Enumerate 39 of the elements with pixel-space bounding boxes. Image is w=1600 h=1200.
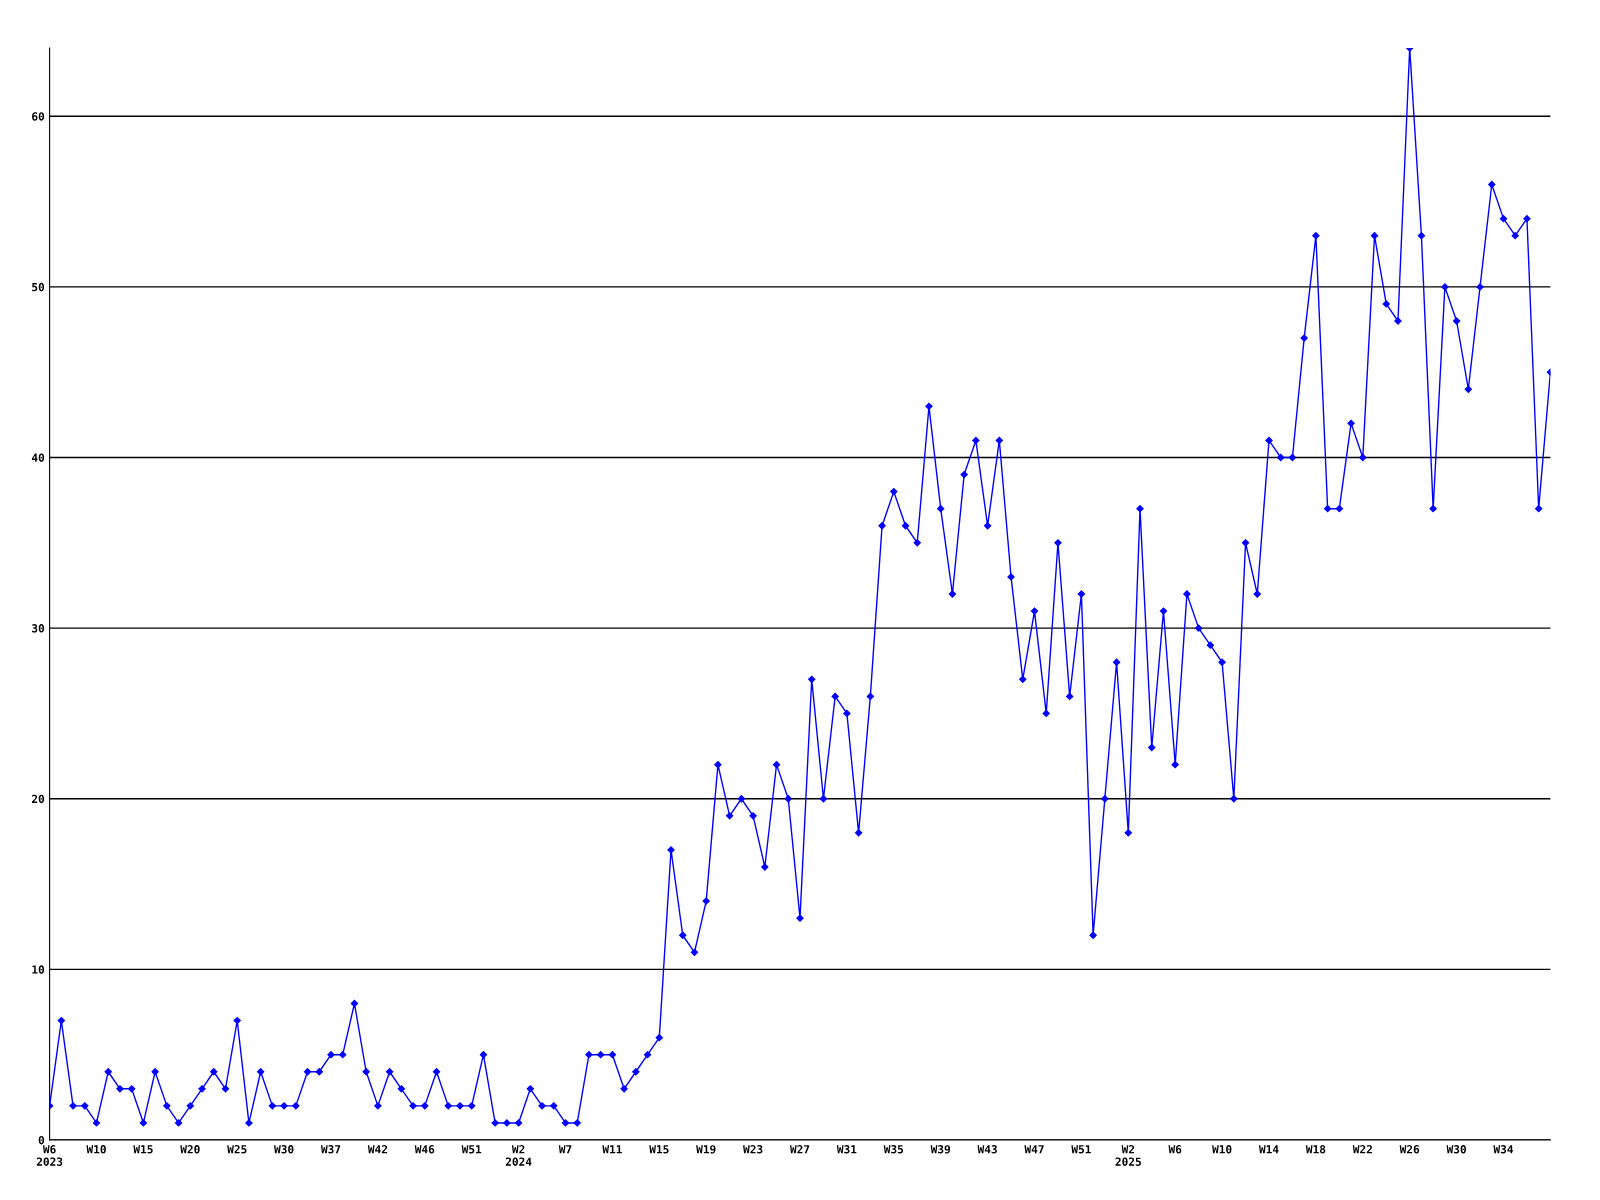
x-tick-label: W51 [1071,1145,1091,1154]
y-tick-label: 30 [32,624,45,633]
x-tick-label: W39 [930,1145,951,1154]
x-tick-label: W47 [1024,1145,1044,1154]
x-tick-label: W10 [1212,1145,1232,1154]
x-tick-label: W18 [1305,1145,1326,1154]
x-tick-label: W26 [1399,1145,1420,1154]
x-tick-label: W27 [789,1145,810,1154]
x-tick-label: W2 2024 [505,1145,532,1166]
x-tick-label: W20 [180,1145,200,1154]
y-tick-label: 50 [32,282,45,292]
x-tick-label: W25 [227,1145,247,1154]
x-tick-label: W15 [649,1145,669,1154]
y-tick-label: 0 [38,1135,45,1145]
x-tick-label: W11 [602,1145,622,1154]
x-tick-label: W30 [1446,1145,1466,1154]
x-tick-label: W35 [883,1145,904,1154]
x-tick-label: W34 [1493,1145,1514,1154]
y-tick-label: 10 [32,965,45,974]
x-tick-label: W51 [461,1145,482,1154]
x-tick-label: W46 [414,1145,435,1154]
x-tick-label: W14 [1258,1145,1279,1154]
x-tick-label: W43 [977,1145,997,1154]
y-tick-label: 40 [31,453,45,462]
x-tick-label: W19 [696,1145,716,1154]
y-tick-label: 60 [32,112,45,121]
x-tick-label: W6 [1168,1145,1182,1154]
x-tick-label: W31 [836,1145,857,1154]
x-tick-label: W22 [1352,1145,1372,1154]
x-tick-label: W6 2023 [36,1145,63,1166]
y-tick-label: 20 [31,794,45,804]
x-tick-label: W37 [320,1145,341,1154]
x-tick-label: W7 [558,1145,572,1154]
x-tick-label: W15 [133,1145,153,1154]
x-tick-label: W30 [274,1145,294,1154]
x-tick-label: W10 [86,1145,106,1154]
x-tick-label: W23 [743,1145,763,1154]
x-tick-label: W2 2025 [1115,1145,1141,1166]
x-tick-label: W42 [367,1145,388,1154]
